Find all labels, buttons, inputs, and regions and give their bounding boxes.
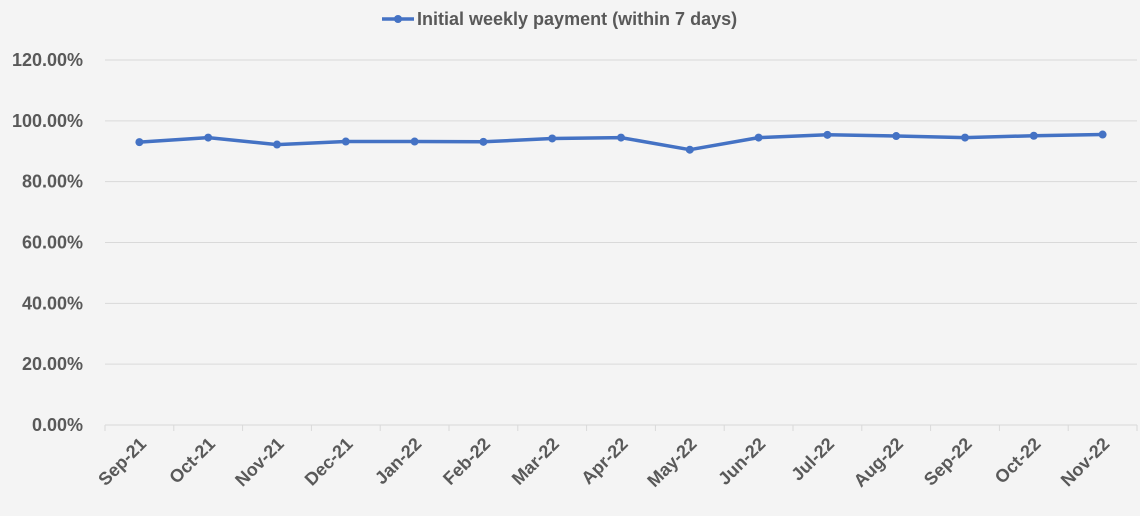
x-tick-label: Sep-22 bbox=[920, 434, 976, 490]
data-point bbox=[1098, 130, 1107, 139]
y-tick-label: 0.00% bbox=[32, 415, 83, 435]
y-tick-label: 20.00% bbox=[22, 354, 83, 374]
data-point bbox=[341, 137, 350, 146]
data-point bbox=[410, 137, 419, 146]
data-point bbox=[479, 137, 488, 146]
data-point bbox=[273, 140, 281, 149]
y-tick-label: 40.00% bbox=[22, 293, 83, 313]
data-point bbox=[961, 133, 969, 142]
data-point bbox=[892, 132, 901, 141]
gridlines bbox=[105, 59, 1137, 365]
y-tick-label: 80.00% bbox=[22, 172, 83, 192]
x-tick-label: Mar-22 bbox=[508, 434, 563, 489]
x-axis-tick-labels: Sep-21 Oct-21 Nov-21 Dec-21 Jan-22 Feb-22 Mar-… bbox=[94, 434, 1113, 491]
data-point bbox=[823, 130, 832, 139]
data-point bbox=[685, 145, 694, 154]
x-tick-label: Nov-21 bbox=[231, 434, 288, 491]
legend-series-label: Initial weekly payment (within 7 days) bbox=[417, 9, 737, 29]
legend: Initial weekly payment (within 7 days) bbox=[382, 9, 737, 29]
x-tick-label: Jan-22 bbox=[371, 434, 425, 488]
data-point bbox=[754, 133, 763, 142]
y-tick-label: 100.00% bbox=[12, 111, 83, 131]
x-tick-label: Oct-21 bbox=[165, 434, 219, 488]
x-tick-label: Oct-22 bbox=[991, 434, 1045, 488]
x-tick-label: Nov-22 bbox=[1057, 434, 1114, 491]
data-point bbox=[548, 134, 557, 143]
x-tick-label: May-22 bbox=[643, 434, 700, 491]
x-tick-label: Apr-22 bbox=[577, 434, 631, 488]
data-point bbox=[1029, 131, 1038, 140]
x-tick-label: Aug-22 bbox=[850, 434, 907, 491]
x-tick-label: Feb-22 bbox=[439, 434, 494, 489]
x-tick-label: Dec-21 bbox=[301, 434, 357, 490]
x-tick-label: Jul-22 bbox=[787, 434, 838, 485]
x-axis bbox=[104, 424, 1138, 431]
legend-point-marker bbox=[394, 15, 402, 23]
series-group bbox=[135, 130, 1107, 154]
x-tick-label: Jun-22 bbox=[714, 434, 769, 489]
data-point bbox=[135, 138, 144, 147]
y-tick-label: 120.00% bbox=[12, 50, 83, 70]
data-point bbox=[617, 133, 625, 142]
y-axis-tick-labels: 0.00% 20.00% 40.00% 60.00% 80.00% 100.00% 120.… bbox=[12, 50, 83, 435]
y-tick-label: 60.00% bbox=[22, 233, 83, 253]
x-tick-label: Sep-21 bbox=[94, 434, 150, 490]
data-point bbox=[204, 133, 213, 142]
